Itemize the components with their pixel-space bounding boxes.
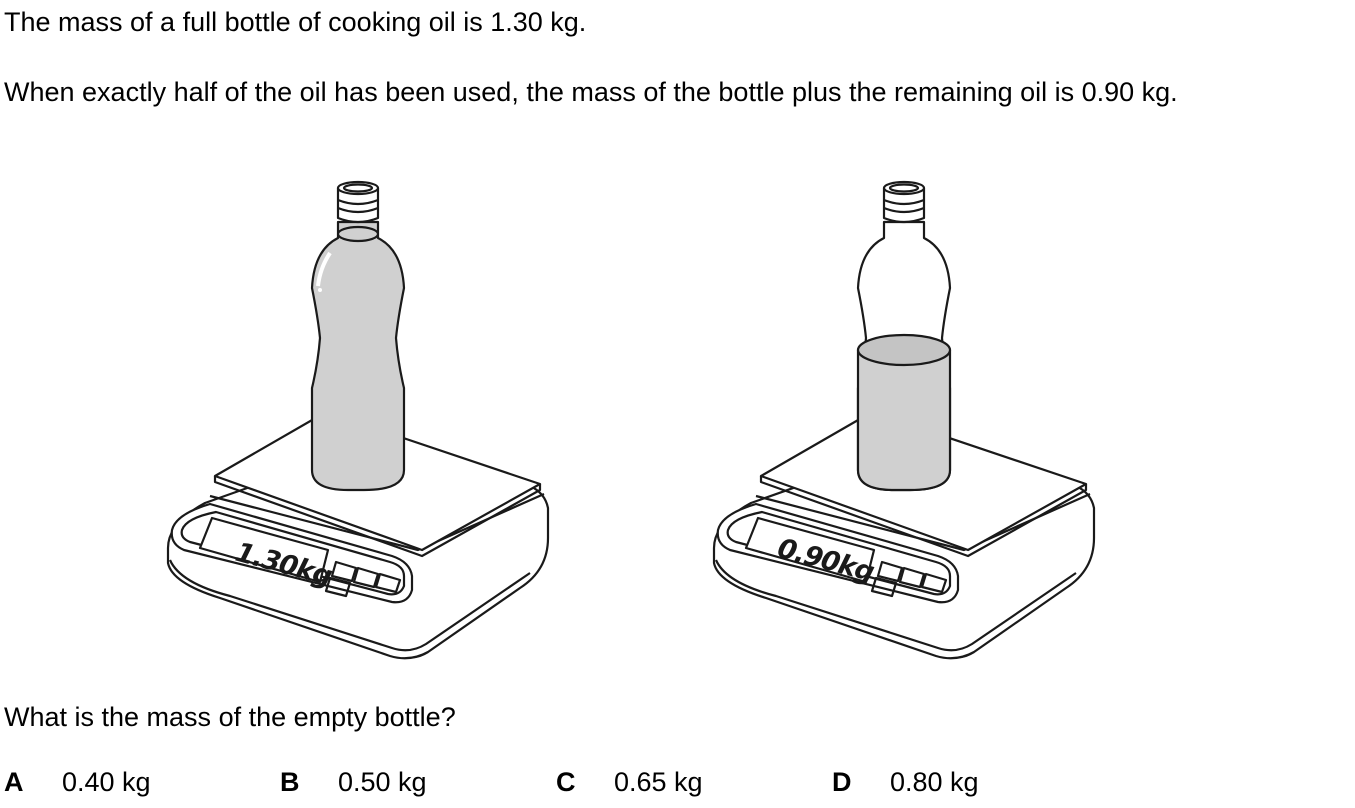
option-letter: B (280, 767, 300, 797)
question-line-2: When exactly half of the oil has been us… (4, 77, 1178, 107)
figure-full-bottle: 1.30kg (160, 178, 560, 673)
question-line-1: The mass of a full bottle of cooking oil… (4, 7, 587, 37)
scale-with-full-bottle-illustration: 1.30kg (166, 180, 550, 660)
option-value: 0.65 kg (614, 767, 703, 797)
option-letter: D (832, 767, 852, 797)
option-value: 0.40 kg (62, 767, 151, 797)
option-value: 0.50 kg (338, 767, 427, 797)
scale-with-half-bottle-illustration: 0.90kg (712, 180, 1096, 660)
question-prompt: What is the mass of the empty bottle? (4, 702, 456, 732)
figure-half-bottle: 0.90kg (706, 178, 1106, 673)
option-letter: C (556, 767, 576, 797)
option-value: 0.80 kg (890, 767, 979, 797)
option-letter: A (4, 767, 24, 797)
